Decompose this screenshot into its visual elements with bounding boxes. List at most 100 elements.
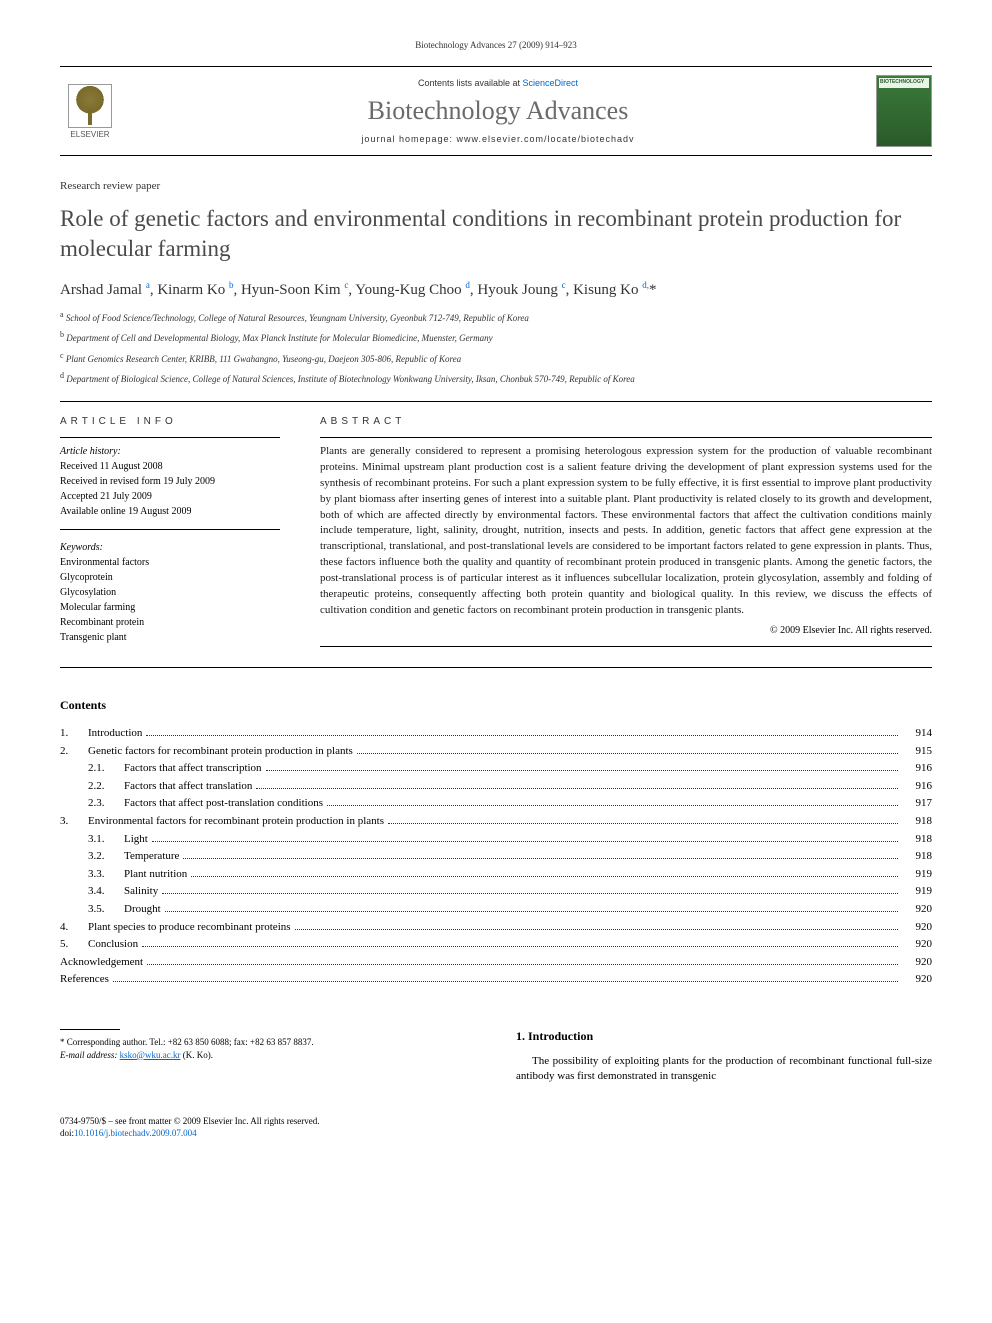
toc-label: Conclusion [88, 936, 138, 954]
abstract-panel: ABSTRACT Plants are generally considered… [320, 416, 932, 647]
toc-page: 915 [902, 743, 932, 761]
abstract-header: ABSTRACT [320, 416, 932, 427]
keyword: Glycosylation [60, 585, 280, 600]
introduction-block: 1. Introduction The possibility of explo… [516, 1029, 932, 1085]
journal-masthead: ELSEVIER Contents lists available at Sci… [60, 66, 932, 156]
article-info-panel: ARTICLE INFO Article history: Received 1… [60, 416, 280, 647]
toc-label: Salinity [124, 883, 158, 901]
toc-number: 3.2. [88, 848, 124, 866]
toc-entry[interactable]: 5.Conclusion 920 [60, 936, 932, 954]
toc-number: 3.5. [88, 901, 124, 919]
toc-page: 919 [902, 883, 932, 901]
corresponding-text: Corresponding author. Tel.: +82 63 850 6… [67, 1037, 314, 1047]
keyword: Recombinant protein [60, 615, 280, 630]
toc-dots [295, 929, 898, 930]
history-line: Accepted 21 July 2009 [60, 489, 280, 504]
divider [60, 401, 932, 402]
toc-dots [162, 893, 898, 894]
keywords-block: Keywords: Environmental factorsGlycoprot… [60, 540, 280, 645]
toc-label: Light [124, 831, 148, 849]
article-history: Article history: Received 11 August 2008… [60, 444, 280, 530]
toc-label: References [60, 971, 109, 989]
doi-link[interactable]: 10.1016/j.biotechadv.2009.07.004 [74, 1128, 197, 1138]
toc-page: 914 [902, 725, 932, 743]
elsevier-logo[interactable]: ELSEVIER [60, 76, 120, 146]
history-line: Received in revised form 19 July 2009 [60, 474, 280, 489]
toc-dots [266, 770, 898, 771]
article-info-header: ARTICLE INFO [60, 416, 280, 427]
toc-dots [256, 788, 898, 789]
affiliation: c Plant Genomics Research Center, KRIBB,… [60, 350, 932, 367]
toc-label: Acknowledgement [60, 954, 143, 972]
toc-entry[interactable]: 2.3.Factors that affect post-translation… [60, 795, 932, 813]
elsevier-label: ELSEVIER [70, 130, 109, 139]
toc-entry[interactable]: 3.Environmental factors for recombinant … [60, 813, 932, 831]
toc-number: 3.4. [88, 883, 124, 901]
citation-header: Biotechnology Advances 27 (2009) 914–923 [60, 40, 932, 50]
toc-page: 920 [902, 919, 932, 937]
keywords-label: Keywords: [60, 542, 103, 553]
doi-label: doi: [60, 1128, 74, 1138]
toc-dots [147, 964, 898, 965]
toc-number: 3. [60, 813, 88, 831]
toc-entry[interactable]: 3.2.Temperature918 [60, 848, 932, 866]
toc-entry[interactable]: 3.3.Plant nutrition919 [60, 866, 932, 884]
toc-dots [357, 753, 898, 754]
toc-number: 2.3. [88, 795, 124, 813]
affiliation: a School of Food Science/Technology, Col… [60, 309, 932, 326]
toc-number: 2.1. [88, 760, 124, 778]
footer: 0734-9750/$ – see front matter © 2009 El… [60, 1115, 932, 1140]
introduction-text: The possibility of exploiting plants for… [516, 1054, 932, 1085]
author-list: Arshad Jamal a, Kinarm Ko b, Hyun-Soon K… [60, 280, 932, 299]
toc-entry[interactable]: 3.4.Salinity 919 [60, 883, 932, 901]
toc-entry[interactable]: 4.Plant species to produce recombinant p… [60, 919, 932, 937]
toc-label: Factors that affect transcription [124, 760, 262, 778]
toc-entry[interactable]: 2.2.Factors that affect translation916 [60, 778, 932, 796]
contents-available-text: Contents lists available at [418, 78, 523, 88]
toc-number: 3.3. [88, 866, 124, 884]
toc-page: 919 [902, 866, 932, 884]
toc-entry[interactable]: Acknowledgement920 [60, 954, 932, 972]
toc-page: 918 [902, 831, 932, 849]
toc-entry[interactable]: 3.1.Light918 [60, 831, 932, 849]
toc-label: Plant species to produce recombinant pro… [88, 919, 291, 937]
journal-cover-thumb[interactable]: BIOTECHNOLOGY [876, 75, 932, 147]
corresponding-email-link[interactable]: ksko@wku.ac.kr [120, 1050, 181, 1060]
footer-line1: 0734-9750/$ – see front matter © 2009 El… [60, 1115, 932, 1128]
toc-page: 916 [902, 760, 932, 778]
toc-page: 918 [902, 813, 932, 831]
sciencedirect-link[interactable]: ScienceDirect [523, 78, 579, 88]
toc-page: 916 [902, 778, 932, 796]
toc-entry[interactable]: 2.1.Factors that affect transcription 916 [60, 760, 932, 778]
toc-label: Environmental factors for recombinant pr… [88, 813, 384, 831]
contents-section: Contents 1.Introduction9142.Genetic fact… [60, 698, 932, 989]
toc-number: 5. [60, 936, 88, 954]
corresponding-star: * [60, 1037, 65, 1047]
toc-number: 1. [60, 725, 88, 743]
toc-label: Factors that affect post-translation con… [124, 795, 323, 813]
toc-page: 920 [902, 971, 932, 989]
journal-title: Biotechnology Advances [120, 96, 876, 126]
history-line: Available online 19 August 2009 [60, 504, 280, 519]
toc-page: 917 [902, 795, 932, 813]
history-label: Article history: [60, 446, 121, 457]
toc-page: 920 [902, 936, 932, 954]
toc-entry[interactable]: 3.5.Drought920 [60, 901, 932, 919]
abstract-copyright: © 2009 Elsevier Inc. All rights reserved… [320, 625, 932, 636]
introduction-header: 1. Introduction [516, 1029, 932, 1044]
toc-dots [142, 946, 898, 947]
keyword: Transgenic plant [60, 630, 280, 645]
keyword: Molecular farming [60, 600, 280, 615]
history-line: Received 11 August 2008 [60, 459, 280, 474]
keyword: Glycoprotein [60, 570, 280, 585]
cover-label: BIOTECHNOLOGY [880, 79, 928, 85]
toc-dots [113, 981, 898, 982]
abstract-text: Plants are generally considered to repre… [320, 444, 932, 619]
toc-entry[interactable]: References 920 [60, 971, 932, 989]
corresponding-author-block: * Corresponding author. Tel.: +82 63 850… [60, 1029, 476, 1085]
contents-available: Contents lists available at ScienceDirec… [120, 78, 876, 88]
contents-header: Contents [60, 698, 932, 713]
toc-entry[interactable]: 1.Introduction914 [60, 725, 932, 743]
toc-label: Drought [124, 901, 161, 919]
toc-entry[interactable]: 2.Genetic factors for recombinant protei… [60, 743, 932, 761]
